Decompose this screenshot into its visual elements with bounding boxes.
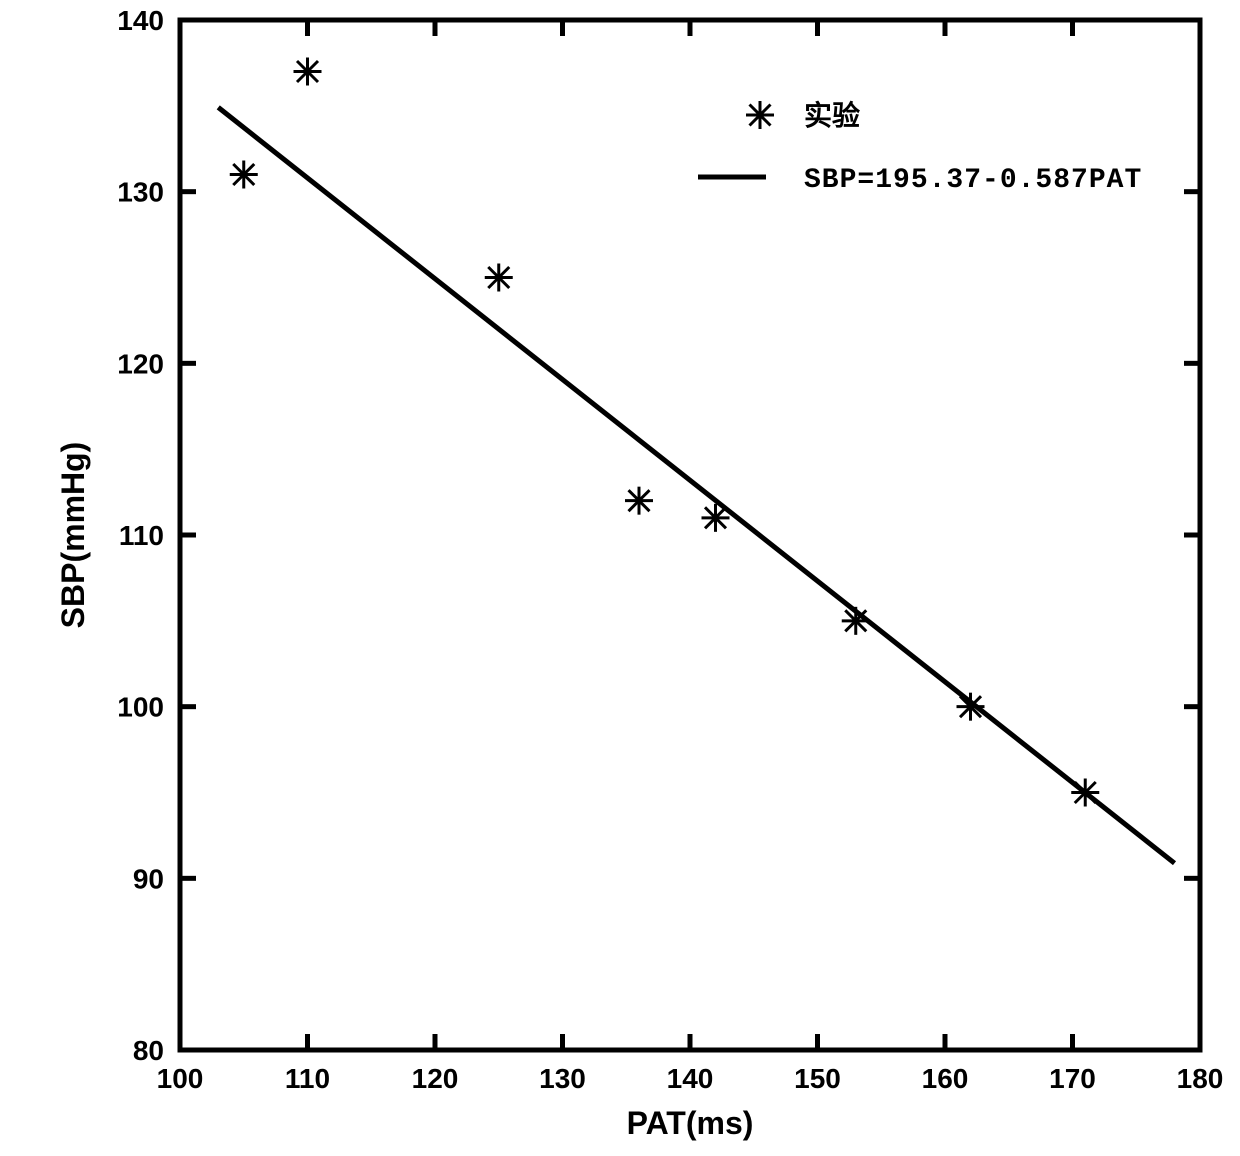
data-point <box>485 264 513 292</box>
data-point <box>294 58 322 86</box>
data-point <box>230 161 258 189</box>
y-tick-label: 90 <box>133 863 164 894</box>
legend-marker-icon <box>746 101 774 129</box>
data-point <box>702 504 730 532</box>
y-tick-label: 130 <box>117 177 164 208</box>
y-tick-label: 140 <box>117 5 164 36</box>
x-tick-label: 100 <box>157 1063 204 1094</box>
x-tick-label: 120 <box>412 1063 459 1094</box>
x-tick-label: 180 <box>1177 1063 1224 1094</box>
x-tick-label: 140 <box>667 1063 714 1094</box>
x-tick-label: 160 <box>922 1063 969 1094</box>
data-point <box>957 693 985 721</box>
data-point <box>625 487 653 515</box>
sbp-vs-pat-chart: 100 110 120 130 140 150 160 170 180 80 90 100 110 120… <box>0 0 1240 1156</box>
y-tick-label: 120 <box>117 348 164 379</box>
x-axis-label: PAT(ms) <box>627 1105 754 1141</box>
x-tick-label: 170 <box>1049 1063 1096 1094</box>
regression-line <box>218 107 1174 863</box>
y-tick-label: 110 <box>119 520 164 551</box>
x-tick-label: 110 <box>285 1063 330 1094</box>
legend-scatter-label: 实验 <box>804 99 860 132</box>
data-point <box>1071 779 1099 807</box>
y-axis-label: SBP(mmHg) <box>55 442 91 629</box>
legend-fit-label: SBP=195.37-0.587PAT <box>804 165 1142 196</box>
y-tick-label: 80 <box>133 1035 164 1066</box>
x-tick-label: 130 <box>539 1063 586 1094</box>
x-tick-label: 150 <box>794 1063 841 1094</box>
y-tick-label: 100 <box>117 692 164 723</box>
data-point <box>842 607 870 635</box>
